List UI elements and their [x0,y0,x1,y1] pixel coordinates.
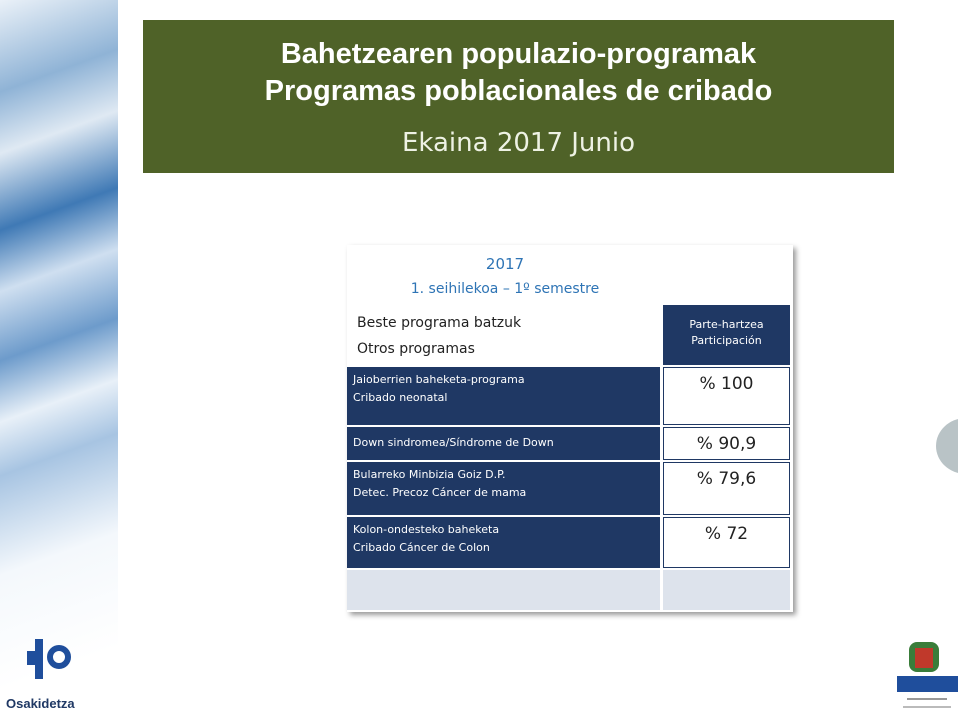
title-line: Programas poblacionales de cribado [264,75,773,107]
row-label-cell: Down sindromea/Síndrome de Down [347,427,660,460]
row-label: Cribado Cáncer de Colon [353,541,490,554]
column-header: Participación [691,334,762,347]
row-label: Down sindromea/Síndrome de Down [353,436,554,449]
logo-icon [27,639,71,679]
row-label: Kolon-ondesteko baheketa [353,523,500,536]
row-value: % 90,9 [663,427,790,460]
row-label: Bularreko Minbizia Goiz D.P. [353,468,506,481]
row-label: Cribado neonatal [353,391,448,404]
table-year: 2017 [485,255,525,273]
table-period: 1. seihilekoa – 1º semestre [410,281,600,297]
table: 2017 1. seihilekoa – 1º semestre Beste p… [347,245,793,612]
logo-shape [897,676,958,692]
logo-shape [903,706,951,708]
government-logo [897,642,958,708]
row-value: % 79,6 [663,462,790,515]
subtitle: Ekaina 2017 Junio [401,128,636,158]
logo-shape [27,651,43,665]
empty-cell [347,570,660,610]
title-box: Bahetzearen populazio-programak Programa… [143,20,894,173]
column-header: Parte-hartzea [689,318,764,331]
row-value: % 72 [663,517,790,568]
row-label-cell: Bularreko Minbizia Goiz D.P. Detec. Preco… [347,462,660,515]
column-header: Beste programa batzuk [357,315,522,331]
decorative-strip [0,0,118,725]
logo-shape [915,648,933,668]
row-label: Detec. Precoz Cáncer de mama [353,486,527,499]
row-value: % 100 [663,367,790,425]
title-line: Bahetzearen populazio-programak [280,38,757,70]
column-header: Otros programas [357,341,475,357]
row-label-cell: Jaioberrien baheketa-programa Cribado neo… [347,367,660,425]
logo-shape [47,645,71,669]
decorative-circle [936,418,958,474]
logo-shape [907,698,947,700]
row-label: Jaioberrien baheketa-programa [353,373,525,386]
empty-cell [663,570,790,610]
row-label-cell: Kolon-ondesteko baheketa Cribado Cáncer d… [347,517,660,568]
logo-text: Osakidetza [6,696,75,711]
column-header-cell: Parte-hartzea Participación [663,305,790,365]
